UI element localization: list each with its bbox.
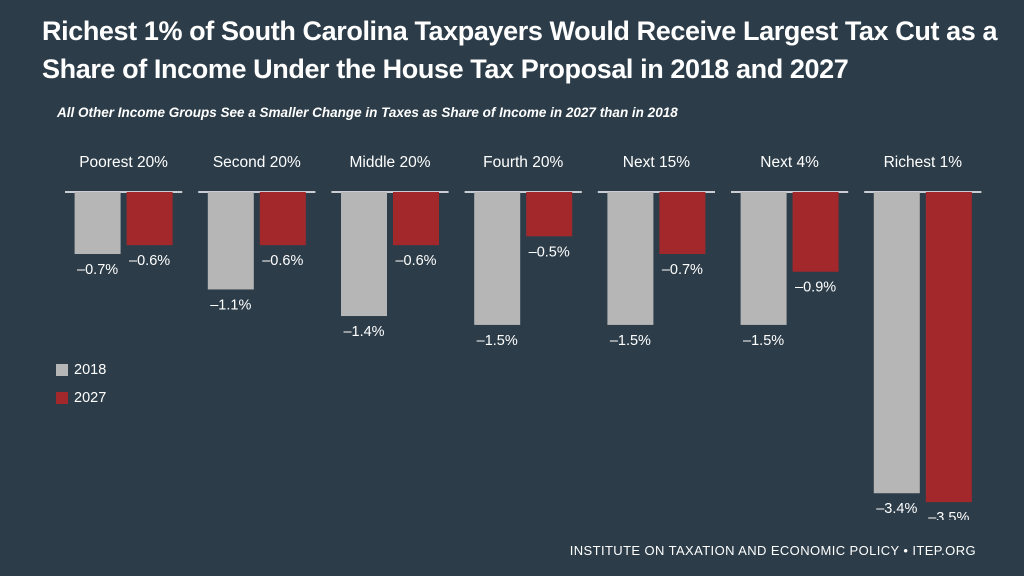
data-label-2027: –0.7% xyxy=(662,262,703,278)
data-label-2018: –0.7% xyxy=(77,262,118,278)
bar-2018[interactable] xyxy=(74,192,121,255)
category-label: Fourth 20% xyxy=(483,154,563,171)
data-label-2027: –3.5% xyxy=(928,510,969,520)
bar-2027[interactable] xyxy=(526,192,573,237)
bar-2027[interactable] xyxy=(792,192,839,272)
chart-title: Richest 1% of South Carolina Taxpayers W… xyxy=(42,16,998,84)
data-label-2018: –1.1% xyxy=(210,297,251,313)
chart-subtitle: All Other Income Groups See a Smaller Ch… xyxy=(57,105,678,120)
data-label-2027: –0.5% xyxy=(529,244,570,260)
legend-item-2027[interactable]: 2027 xyxy=(56,388,106,408)
data-label-2027: –0.9% xyxy=(795,280,836,296)
bar-chart: Poorest 20% –0.7% –0.6% Second 20% –1.1% –0.6… xyxy=(65,154,982,520)
data-label-2018: –1.5% xyxy=(610,333,651,349)
data-label-2018: –1.5% xyxy=(743,333,784,349)
data-label-2018: –1.4% xyxy=(343,324,384,340)
bar-2018[interactable] xyxy=(474,192,521,325)
category-label: Richest 1% xyxy=(884,154,963,171)
source-credit: INSTITUTE ON TAXATION AND ECONOMIC POLIC… xyxy=(569,543,976,558)
category-label: Next 15% xyxy=(623,154,690,171)
bar-2027[interactable] xyxy=(659,192,706,255)
legend-item-2018[interactable]: 2018 xyxy=(56,360,106,380)
legend-label-2027: 2027 xyxy=(74,390,107,406)
bar-2018[interactable] xyxy=(341,192,387,317)
data-label-2018: –3.4% xyxy=(876,501,917,517)
category-label: Next 4% xyxy=(760,154,819,171)
bar-2027[interactable] xyxy=(925,192,972,503)
data-label-2027: –0.6% xyxy=(262,253,303,269)
bar-2027[interactable] xyxy=(393,192,439,246)
data-label-2027: –0.6% xyxy=(395,253,436,269)
legend-swatch-2027 xyxy=(56,392,68,404)
bar-2027[interactable] xyxy=(126,192,173,246)
bar-2018[interactable] xyxy=(740,192,787,325)
bar-2027[interactable] xyxy=(259,192,306,246)
legend: 2018 2027 xyxy=(56,360,106,416)
bar-2018[interactable] xyxy=(607,192,654,325)
legend-swatch-2018 xyxy=(56,364,68,376)
category-label: Poorest 20% xyxy=(79,154,168,171)
legend-label-2018: 2018 xyxy=(74,362,107,378)
data-label-2018: –1.5% xyxy=(477,333,518,349)
data-label-2027: –0.6% xyxy=(129,253,170,269)
bar-2018[interactable] xyxy=(873,192,920,494)
category-label: Middle 20% xyxy=(350,154,431,171)
category-label: Second 20% xyxy=(213,154,301,171)
bar-2018[interactable] xyxy=(207,192,254,290)
